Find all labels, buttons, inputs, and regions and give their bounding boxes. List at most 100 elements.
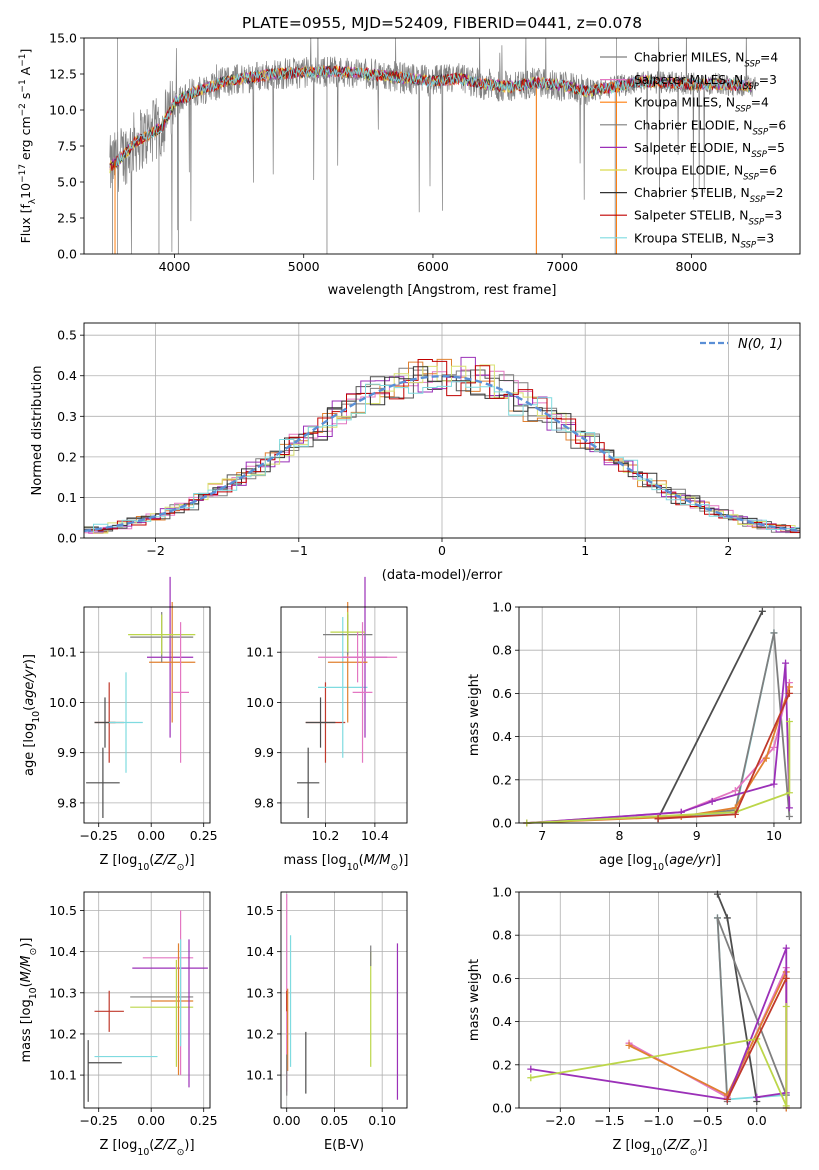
legend-label-3: Chabrier ELODIE, NSSP=6 [634,118,786,137]
x-tick-label: −1.0 [643,1113,673,1128]
axes-age-vs-mass: 10.2 10.4 9.8 9.9 10.0 10.1 mass [log10(M/M⊙)] [246,576,409,873]
y-tick-label: 0.6 [492,971,512,986]
mass-weight-marker-6-3 [785,717,793,725]
x-tick-label: 0.25 [190,828,218,843]
x-tick-label: 1 [581,543,589,558]
y-tick-label: 10.0 [49,103,77,118]
y-tick-label: 0.6 [492,686,512,701]
x-tick-label: 0.0 [747,1113,767,1128]
mass-weight-marker-4-0 [625,1041,633,1049]
y-tick-label: 10.0 [246,695,274,710]
x-tick-label: 0.05 [321,1113,349,1128]
y-tick-label: 10.0 [49,695,77,710]
y-tick-label: 10.1 [49,645,77,660]
axes-frame [518,891,802,1109]
mass-weight-marker-0-1 [758,607,766,615]
y-tick-label: 15.0 [49,31,77,46]
mass-weight-marker-7-0 [723,1095,731,1103]
mass-weight-marker-0-1 [723,914,731,922]
mass-weight-marker-5-5 [785,804,793,812]
mass-weight-line-6 [526,721,791,824]
mass-weight-line-7 [726,978,788,1100]
residual-histogram-2 [84,358,800,533]
x-axis-label: Z [log10(Z/Z⊙)] [99,853,194,873]
y-tick-label: 0.2 [492,772,512,787]
y-tick-label: 0.5 [57,328,77,343]
x-tick-label: 2 [724,543,732,558]
residual-histogram-6 [84,366,800,531]
y-tick-label: 0.4 [492,1014,512,1029]
y-tick-label: 10.1 [49,1068,77,1083]
x-axis-label: mass [log10(M/M⊙)] [284,853,409,873]
x-tick-label: 0.00 [137,828,165,843]
y-tick-label: 2.5 [57,211,77,226]
x-tick-label: 0 [438,543,446,558]
x-tick-label: 10 [766,828,782,843]
y-tick-label: 0.2 [57,449,77,464]
y-tick-label: 0.0 [492,1101,512,1116]
y-tick-label: 0.8 [492,928,512,943]
x-tick-label: 6000 [417,259,449,274]
mass-weight-line-1 [658,632,775,820]
mass-weight-marker-5-3 [770,780,778,788]
x-tick-label: 8000 [676,259,708,274]
y-axis-label: Normed distribution [30,366,45,496]
mass-weight-line-0 [657,610,764,820]
mass-weight-line-3 [526,682,791,824]
legend-label-4: Salpeter ELODIE, NSSP=5 [634,141,785,160]
y-tick-label: 10.5 [49,903,77,918]
panels: 4000 5000 6000 7000 80000.02.55.07.510.012.5… [18,31,802,1158]
y-tick-label: 9.8 [254,795,274,810]
mass-weight-marker-2-1 [713,914,721,922]
x-axis-label: E(B-V) [324,1138,364,1153]
mass-weight-marker-2-2 [770,629,778,637]
axes-frame [83,891,211,1109]
x-tick-label: 4000 [159,259,191,274]
y-tick-label: 10.1 [246,1068,274,1083]
x-tick-label: −0.5 [692,1113,722,1128]
axes-residuals: −2 −1 0 1 2 0.0 0.1 0.2 0.3 0.4 0.5 N(0, 1) (data-mo… [30,322,801,583]
x-tick-label: −0.25 [80,1113,118,1128]
y-tick-label: 0.0 [57,531,77,546]
mass-weight-marker-7-1 [731,810,739,818]
mass-weight-marker-5-4 [753,1093,761,1101]
axes-frame [83,322,801,539]
y-axis-label: Flux [fλ10−17 erg cm−2 s−1 A−1] [18,49,38,244]
mass-weight-line-2 [657,632,791,820]
mass-weight-marker-5-0 [527,1065,535,1073]
axes-mass-vs-EBV: 0.00 0.05 0.10 10.1 10.2 10.3 10.4 10.5 E(B-V) [246,891,408,1153]
y-tick-label: 10.5 [246,903,274,918]
legend-label-6: Chabrier STELIB, NSSP=2 [634,186,784,205]
y-tick-label: 12.5 [49,67,77,82]
mass-weight-marker-6-0 [527,1074,535,1082]
axes-spectrum: 4000 5000 6000 7000 8000 0.0 2.5 5.0 7.5 10.0 12.5… [18,31,801,298]
legend-label-5: Kroupa ELODIE, NSSP=6 [634,164,777,183]
y-tick-label: 0.1 [57,490,77,505]
axes-frame [83,606,211,824]
residual-histogram-5 [84,364,800,534]
y-axis-label: mass [log10(M/M⊙)] [19,938,39,1063]
y-tick-label: 7.5 [57,139,77,154]
x-tick-label: −0.25 [80,828,118,843]
mass-weight-marker-4-4 [785,683,793,691]
y-tick-label: 0.4 [57,368,77,383]
y-tick-label: 1.0 [492,600,512,615]
x-tick-label: −2.0 [545,1113,575,1128]
legend-label-0: Chabrier MILES, NSSP=4 [634,51,778,70]
axes-frame [280,606,408,824]
mass-weight-marker-3-2 [731,787,739,795]
y-tick-label: 0.3 [57,409,77,424]
y-tick-label: 10.2 [49,1026,77,1041]
y-tick-label: 9.9 [57,745,77,760]
y-tick-label: 10.2 [246,1026,274,1041]
x-axis-label: wavelength [Angstrom, rest frame] [328,283,557,298]
x-tick-label: 5000 [288,259,320,274]
y-tick-label: 0.4 [492,729,512,744]
mass-weight-marker-5-4 [782,659,790,667]
legend-label-8: Kroupa STELIB, NSSP=3 [634,231,774,250]
mass-weight-line-0 [716,893,758,1102]
figure-title: PLATE=0955, MJD=52409, FIBERID=0441, z=0… [242,14,642,32]
axes-mass-vs-Z: −0.25 0.00 0.25 10.1 10.2 10.3 10.4 10.5 Z [log1… [19,891,218,1158]
axes-frame [83,37,801,255]
